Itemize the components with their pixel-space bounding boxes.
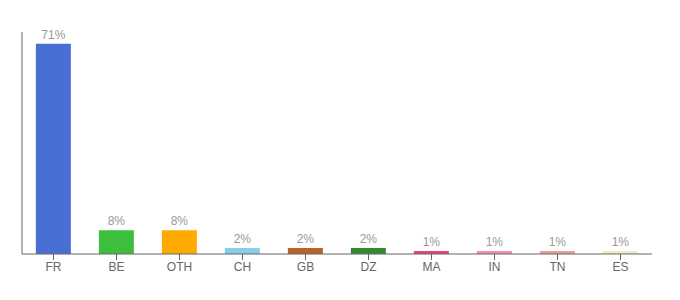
svg-text:8%: 8% xyxy=(108,214,126,228)
svg-text:GB: GB xyxy=(297,260,314,274)
svg-text:1%: 1% xyxy=(486,235,504,249)
svg-text:IN: IN xyxy=(489,260,501,274)
svg-text:TN: TN xyxy=(550,260,566,274)
svg-text:1%: 1% xyxy=(423,235,441,249)
svg-text:2%: 2% xyxy=(297,232,315,246)
svg-text:FR: FR xyxy=(46,260,62,274)
svg-text:2%: 2% xyxy=(234,232,252,246)
svg-text:MA: MA xyxy=(423,260,441,274)
svg-text:1%: 1% xyxy=(612,235,630,249)
svg-text:2%: 2% xyxy=(360,232,378,246)
svg-text:8%: 8% xyxy=(171,214,189,228)
svg-text:1%: 1% xyxy=(549,235,567,249)
svg-text:DZ: DZ xyxy=(361,260,377,274)
svg-text:71%: 71% xyxy=(41,28,65,42)
svg-text:CH: CH xyxy=(234,260,251,274)
svg-text:OTH: OTH xyxy=(167,260,192,274)
svg-text:BE: BE xyxy=(108,260,124,274)
svg-text:ES: ES xyxy=(612,260,628,274)
